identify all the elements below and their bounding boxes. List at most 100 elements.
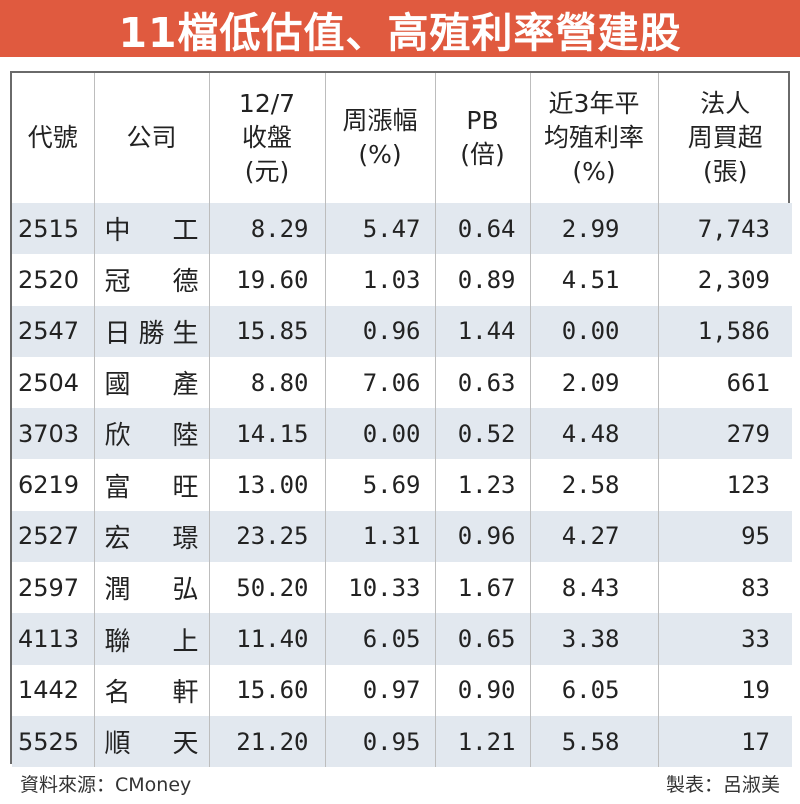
author-credit: 製表：呂淑美 bbox=[665, 774, 780, 796]
cell-institutional-buy: 123 bbox=[726, 471, 770, 500]
header-pb: PB (倍) bbox=[435, 73, 531, 203]
header-institutional-buy: 法人 周買超 (張) bbox=[687, 89, 763, 186]
data-table-frame: 代號 公司 12/7 收盤 (元) 周漲幅 (%) PB (倍) 近3年平 均 bbox=[10, 71, 792, 768]
cell-close: 15.60 bbox=[209, 664, 326, 716]
cell-code: 2504 bbox=[12, 356, 95, 409]
cell-close: 14.15 bbox=[209, 408, 326, 460]
cell-code: 2515 bbox=[12, 203, 95, 255]
cell-yield: 3.38 bbox=[530, 613, 659, 665]
table-row: 1442 名軒 15.60 0.97 0.90 6.05 19 bbox=[12, 664, 792, 716]
cell-institutional-buy: 17 bbox=[741, 727, 770, 756]
table-row: 2597 潤弘 50.20 10.33 1.67 8.43 83 bbox=[12, 562, 792, 614]
cell-company: 富旺 bbox=[94, 459, 210, 511]
cell-weekly-change: 0.95 bbox=[325, 715, 436, 768]
cell-company: 中工 bbox=[94, 203, 210, 255]
cell-code: 2527 bbox=[12, 510, 95, 563]
cell-weekly-change: 10.33 bbox=[325, 562, 436, 614]
table-row: 2504 國產 8.80 7.06 0.63 2.09 661 bbox=[12, 356, 792, 409]
cell-company: 順天 bbox=[94, 715, 210, 768]
cell-company: 冠德 bbox=[94, 254, 210, 306]
cell-close: 15.85 bbox=[209, 305, 326, 357]
cell-company: 欣陸 bbox=[94, 408, 210, 460]
cell-institutional-buy: 2,309 bbox=[697, 265, 770, 294]
cell-institutional-buy: 7,743 bbox=[697, 214, 770, 243]
header-weekly-change: 周漲幅 (%) bbox=[325, 73, 436, 203]
footer: 資料來源：CMoney 製表：呂淑美 bbox=[20, 768, 780, 798]
cell-weekly-change: 5.47 bbox=[325, 203, 436, 255]
cell-pb: 1.44 bbox=[435, 305, 531, 357]
cell-yield: 2.58 bbox=[530, 459, 659, 511]
header-yield: 近3年平 均殖利率 (%) bbox=[530, 73, 659, 203]
cell-pb: 0.90 bbox=[435, 664, 531, 716]
stock-table: 代號 公司 12/7 收盤 (元) 周漲幅 (%) PB (倍) 近3年平 均 bbox=[12, 73, 792, 768]
cell-close: 21.20 bbox=[209, 715, 326, 768]
cell-institutional-buy: 33 bbox=[741, 625, 770, 654]
cell-close: 13.00 bbox=[209, 459, 326, 511]
cell-weekly-change: 0.97 bbox=[325, 664, 436, 716]
cell-institutional-buy: 1,586 bbox=[697, 317, 770, 346]
cell-code: 2547 bbox=[12, 305, 95, 357]
cell-yield: 6.05 bbox=[530, 664, 659, 716]
cell-company: 聯上 bbox=[94, 613, 210, 665]
cell-weekly-change: 1.31 bbox=[325, 510, 436, 563]
cell-code: 2597 bbox=[12, 562, 95, 614]
cell-close: 23.25 bbox=[209, 510, 326, 563]
cell-yield: 4.51 bbox=[530, 254, 659, 306]
page-title: 11檔低估值、高殖利率營建股 bbox=[118, 8, 682, 57]
cell-code: 1442 bbox=[12, 664, 95, 716]
table-header-row: 代號 公司 12/7 收盤 (元) 周漲幅 (%) PB (倍) 近3年平 均 bbox=[12, 73, 792, 203]
cell-close: 8.29 bbox=[209, 203, 326, 255]
cell-weekly-change: 7.06 bbox=[325, 356, 436, 409]
header-company: 公司 bbox=[94, 73, 210, 203]
cell-yield: 5.58 bbox=[530, 715, 659, 768]
cell-yield: 0.00 bbox=[530, 305, 659, 357]
header-code: 代號 bbox=[12, 73, 95, 203]
source-note: 資料來源：CMoney bbox=[20, 774, 192, 796]
cell-yield: 8.43 bbox=[530, 562, 659, 614]
cell-weekly-change: 6.05 bbox=[325, 613, 436, 665]
cell-weekly-change: 1.03 bbox=[325, 254, 436, 306]
cell-pb: 0.89 bbox=[435, 254, 531, 306]
cell-close: 19.60 bbox=[209, 254, 326, 306]
cell-yield: 4.48 bbox=[530, 408, 659, 460]
cell-code: 2520 bbox=[12, 254, 95, 306]
cell-pb: 0.63 bbox=[435, 356, 531, 409]
cell-pb: 0.64 bbox=[435, 203, 531, 255]
table-row: 5525 順天 21.20 0.95 1.21 5.58 17 bbox=[12, 715, 792, 768]
table-row: 2547 日勝生 15.85 0.96 1.44 0.00 1,586 bbox=[12, 305, 792, 357]
table-row: 2520 冠德 19.60 1.03 0.89 4.51 2,309 bbox=[12, 254, 792, 306]
table-row: 2527 宏璟 23.25 1.31 0.96 4.27 95 bbox=[12, 510, 792, 563]
cell-code: 6219 bbox=[12, 459, 95, 511]
cell-code: 4113 bbox=[12, 613, 95, 665]
cell-close: 11.40 bbox=[209, 613, 326, 665]
cell-weekly-change: 0.00 bbox=[325, 408, 436, 460]
table-row: 4113 聯上 11.40 6.05 0.65 3.38 33 bbox=[12, 613, 792, 665]
cell-institutional-buy: 19 bbox=[741, 676, 770, 705]
cell-company: 宏璟 bbox=[94, 510, 210, 563]
cell-pb: 1.23 bbox=[435, 459, 531, 511]
cell-pb: 0.52 bbox=[435, 408, 531, 460]
cell-code: 3703 bbox=[12, 408, 95, 460]
cell-company: 名軒 bbox=[94, 664, 210, 716]
cell-close: 50.20 bbox=[209, 562, 326, 614]
cell-institutional-buy: 279 bbox=[726, 419, 770, 448]
cell-pb: 0.96 bbox=[435, 510, 531, 563]
table-row: 3703 欣陸 14.15 0.00 0.52 4.48 279 bbox=[12, 408, 792, 460]
cell-company: 國產 bbox=[94, 356, 210, 409]
cell-close: 8.80 bbox=[209, 356, 326, 409]
cell-institutional-buy: 83 bbox=[741, 573, 770, 602]
cell-pb: 1.21 bbox=[435, 715, 531, 768]
table-row: 6219 富旺 13.00 5.69 1.23 2.58 123 bbox=[12, 459, 792, 511]
cell-pb: 0.65 bbox=[435, 613, 531, 665]
cell-institutional-buy: 661 bbox=[726, 368, 770, 397]
cell-institutional-buy: 95 bbox=[741, 522, 770, 551]
cell-code: 5525 bbox=[12, 715, 95, 768]
title-banner: 11檔低估值、高殖利率營建股 bbox=[0, 0, 800, 57]
cell-company: 日勝生 bbox=[94, 305, 210, 357]
header-close: 12/7 收盤 (元) bbox=[209, 73, 326, 203]
cell-pb: 1.67 bbox=[435, 562, 531, 614]
cell-weekly-change: 5.69 bbox=[325, 459, 436, 511]
cell-company: 潤弘 bbox=[94, 562, 210, 614]
cell-yield: 2.09 bbox=[530, 356, 659, 409]
cell-yield: 2.99 bbox=[530, 203, 659, 255]
